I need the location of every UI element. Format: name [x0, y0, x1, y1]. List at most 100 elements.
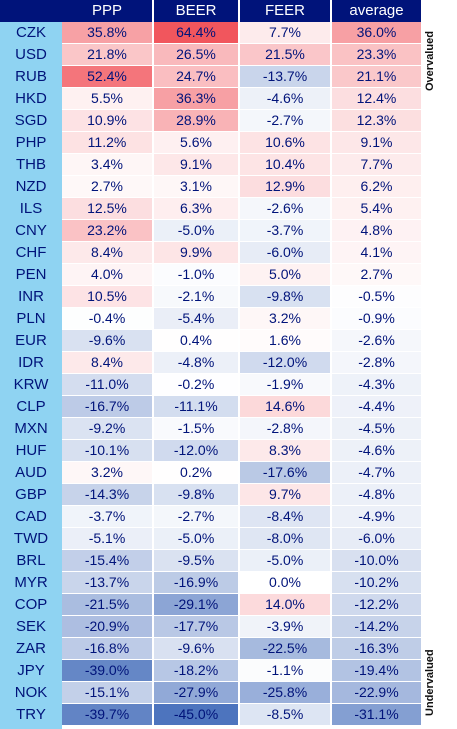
cell-gbp-beer: -9.8%	[154, 484, 238, 505]
cell-sek-beer: -17.7%	[154, 616, 238, 637]
cell-zar-beer: -9.6%	[154, 638, 238, 659]
currency-label: AUD	[15, 464, 47, 481]
cell-sgd-ppp: 10.9%	[62, 110, 152, 131]
currency-label: HUF	[15, 442, 47, 459]
cell-nok-beer: -27.9%	[154, 682, 238, 703]
currency-label: TWD	[13, 530, 49, 547]
cell-cop-average: -12.2%	[332, 594, 421, 615]
currency-label: JPY	[17, 662, 45, 679]
cell-cop-beer: -29.1%	[154, 594, 238, 615]
currency-label: HKD	[15, 90, 47, 107]
cell-nok-average: -22.9%	[332, 682, 421, 703]
cell-myr-average: -10.2%	[332, 572, 421, 593]
cell-cop-feer: 14.0%	[240, 594, 330, 615]
cell-krw-beer: -0.2%	[154, 374, 238, 395]
cell-php-average: 9.1%	[332, 132, 421, 153]
cell-usd-average: 23.3%	[332, 44, 421, 65]
cell-brl-beer: -9.5%	[154, 550, 238, 571]
cell-cad-ppp: -3.7%	[62, 506, 152, 527]
cell-pen-feer: 5.0%	[240, 264, 330, 285]
cell-hkd-average: 12.4%	[332, 88, 421, 109]
cell-php-ppp: 11.2%	[62, 132, 152, 153]
cell-idr-feer: -12.0%	[240, 352, 330, 373]
cell-clp-feer: 14.6%	[240, 396, 330, 417]
cell-pln-average: -0.9%	[332, 308, 421, 329]
cell-gbp-average: -4.8%	[332, 484, 421, 505]
cell-try-ppp: -39.7%	[62, 704, 152, 725]
cell-jpy-beer: -18.2%	[154, 660, 238, 681]
cell-idr-ppp: 8.4%	[62, 352, 152, 373]
cell-ils-beer: 6.3%	[154, 198, 238, 219]
currency-column-background	[0, 22, 62, 729]
cell-huf-ppp: -10.1%	[62, 440, 152, 461]
cell-ils-feer: -2.6%	[240, 198, 330, 219]
cell-czk-average: 36.0%	[332, 22, 421, 43]
currency-label: CLP	[16, 398, 46, 415]
cell-twd-feer: -8.0%	[240, 528, 330, 549]
currency-label: MXN	[14, 420, 48, 437]
cell-huf-beer: -12.0%	[154, 440, 238, 461]
currency-label: EUR	[15, 332, 47, 349]
cell-ils-ppp: 12.5%	[62, 198, 152, 219]
cell-sgd-feer: -2.7%	[240, 110, 330, 131]
cell-aud-ppp: 3.2%	[62, 462, 152, 483]
cell-hkd-feer: -4.6%	[240, 88, 330, 109]
cell-php-feer: 10.6%	[240, 132, 330, 153]
cell-mxn-average: -4.5%	[332, 418, 421, 439]
cell-nok-ppp: -15.1%	[62, 682, 152, 703]
cell-twd-beer: -5.0%	[154, 528, 238, 549]
cell-usd-ppp: 21.8%	[62, 44, 152, 65]
cell-myr-feer: 0.0%	[240, 572, 330, 593]
cell-inr-beer: -2.1%	[154, 286, 238, 307]
cell-try-average: -31.1%	[332, 704, 421, 725]
cell-chf-feer: -6.0%	[240, 242, 330, 263]
column-header-average: average	[332, 0, 421, 22]
cell-aud-beer: 0.2%	[154, 462, 238, 483]
cell-krw-average: -4.3%	[332, 374, 421, 395]
cell-cny-beer: -5.0%	[154, 220, 238, 241]
currency-label: PHP	[15, 134, 47, 151]
cell-nzd-average: 6.2%	[332, 176, 421, 197]
cell-clp-average: -4.4%	[332, 396, 421, 417]
cell-sgd-average: 12.3%	[332, 110, 421, 131]
cell-cny-average: 4.8%	[332, 220, 421, 241]
cell-eur-beer: 0.4%	[154, 330, 238, 351]
cell-sgd-beer: 28.9%	[154, 110, 238, 131]
currency-label: SEK	[15, 618, 46, 635]
column-header-ppp: PPP	[62, 0, 152, 22]
cell-twd-average: -6.0%	[332, 528, 421, 549]
currency-label: PEN	[15, 266, 47, 283]
cell-mxn-beer: -1.5%	[154, 418, 238, 439]
cell-rub-ppp: 52.4%	[62, 66, 152, 87]
cell-pen-ppp: 4.0%	[62, 264, 152, 285]
cell-pln-feer: 3.2%	[240, 308, 330, 329]
currency-label: COP	[14, 596, 48, 613]
cell-gbp-ppp: -14.3%	[62, 484, 152, 505]
cell-cad-feer: -8.4%	[240, 506, 330, 527]
cell-eur-average: -2.6%	[332, 330, 421, 351]
currency-label: CAD	[15, 508, 47, 525]
cell-sek-feer: -3.9%	[240, 616, 330, 637]
cell-pln-beer: -5.4%	[154, 308, 238, 329]
cell-ils-average: 5.4%	[332, 198, 421, 219]
cell-brl-ppp: -15.4%	[62, 550, 152, 571]
cell-krw-feer: -1.9%	[240, 374, 330, 395]
cell-inr-ppp: 10.5%	[62, 286, 152, 307]
currency-label: ZAR	[16, 640, 46, 657]
currency-label: CHF	[15, 244, 47, 261]
cell-nok-feer: -25.8%	[240, 682, 330, 703]
cell-cad-beer: -2.7%	[154, 506, 238, 527]
cell-thb-beer: 9.1%	[154, 154, 238, 175]
currency-label: THB	[16, 156, 46, 173]
currency-label: INR	[18, 288, 44, 305]
cell-eur-feer: 1.6%	[240, 330, 330, 351]
cell-czk-beer: 64.4%	[154, 22, 238, 43]
overvalued-label: Overvalued	[424, 31, 436, 91]
cell-try-beer: -45.0%	[154, 704, 238, 725]
currency-label: RUB	[15, 68, 47, 85]
cell-pen-average: 2.7%	[332, 264, 421, 285]
cell-hkd-ppp: 5.5%	[62, 88, 152, 109]
cell-mxn-feer: -2.8%	[240, 418, 330, 439]
cell-nzd-ppp: 2.7%	[62, 176, 152, 197]
cell-huf-average: -4.6%	[332, 440, 421, 461]
